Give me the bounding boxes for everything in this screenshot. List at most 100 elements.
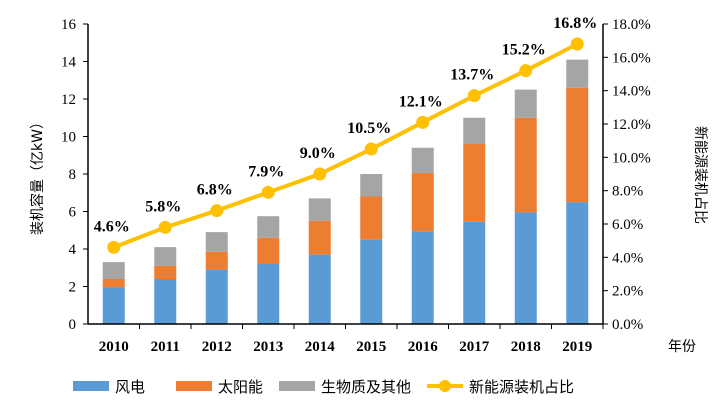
x-tick-label: 2013 xyxy=(253,339,283,355)
legend-swatch xyxy=(176,381,212,391)
bar-2018-2 xyxy=(514,89,537,118)
bar-2018-0 xyxy=(514,212,537,324)
x-tick-label: 2014 xyxy=(305,339,336,355)
y-tick-label: 10 xyxy=(61,130,76,146)
line-point-2012 xyxy=(210,204,224,218)
line-point-2010 xyxy=(107,240,121,254)
legend-swatch xyxy=(73,381,109,391)
x-axis-label: 年份 xyxy=(668,339,696,355)
line-point-2019 xyxy=(570,37,584,51)
bar-2018-1 xyxy=(514,117,537,213)
y-right-tick-label: 6.0% xyxy=(612,217,643,233)
x-tick-label: 2012 xyxy=(202,339,232,355)
bar-2017-2 xyxy=(463,117,486,144)
line-point-2011 xyxy=(158,220,172,234)
y-tick-label: 0 xyxy=(69,317,77,333)
legend-item-2: 生物质及其他 xyxy=(279,378,411,396)
y-right-tick-label: 16.0% xyxy=(612,50,651,66)
bar-2011-0 xyxy=(154,279,177,324)
x-tick-label: 2015 xyxy=(356,339,386,355)
y-right-tick-label: 4.0% xyxy=(612,250,643,266)
data-label: 15.2% xyxy=(502,42,546,59)
legend-item-0: 风电 xyxy=(73,378,145,396)
line-point-2013 xyxy=(261,185,275,199)
y-tick-label: 4 xyxy=(69,242,77,258)
data-label: 10.5% xyxy=(347,120,391,137)
x-tick-label: 2011 xyxy=(151,339,180,355)
bar-2010-2 xyxy=(102,262,125,279)
data-label: 13.7% xyxy=(450,67,494,84)
x-tick-label: 2017 xyxy=(459,339,490,355)
bar-2016-2 xyxy=(411,147,434,174)
y-axis-right-label: 新能源装机占比 xyxy=(692,126,708,224)
bar-2017-1 xyxy=(463,144,486,222)
line-series: 4.6% 5.8% 6.8% 7.9% 9.0% 10.5% 12.1% 13.7% 15.2%… xyxy=(94,15,597,254)
bar-2019-1 xyxy=(566,87,589,203)
bar-2013-1 xyxy=(257,237,280,264)
legend: 风电 太阳能 生物质及其他 新能源装机占比 xyxy=(73,378,574,396)
data-label: 16.8% xyxy=(553,15,597,32)
legend-label: 新能源装机占比 xyxy=(469,378,574,396)
bar-2013-2 xyxy=(257,216,280,238)
y-right-tick-label: 18.0% xyxy=(612,17,651,33)
legend-item-1: 太阳能 xyxy=(176,378,263,396)
bars xyxy=(102,59,589,324)
bar-2012-2 xyxy=(205,232,228,252)
data-label: 5.8% xyxy=(145,198,181,215)
x-tick-label: 2010 xyxy=(99,339,129,355)
bar-2017-0 xyxy=(463,221,486,324)
data-label: 12.1% xyxy=(399,93,443,110)
y-right-tick-label: 8.0% xyxy=(612,184,643,200)
line-point-2016 xyxy=(416,115,430,129)
y-tick-label: 2 xyxy=(69,280,77,296)
x-tick-label: 2018 xyxy=(511,339,541,355)
bar-2010-1 xyxy=(102,279,125,288)
x-tick-label: 2016 xyxy=(408,339,439,355)
bar-2015-0 xyxy=(360,239,383,324)
legend-swatch-marker xyxy=(439,380,451,392)
line-path xyxy=(113,42,579,250)
legend-label: 风电 xyxy=(115,378,145,396)
bar-2019-2 xyxy=(566,59,589,88)
bar-2019-0 xyxy=(566,202,589,324)
y-right-tick-label: 12.0% xyxy=(612,117,651,133)
bar-2010-0 xyxy=(102,287,125,324)
bar-2016-1 xyxy=(411,173,434,232)
y-right-tick-label: 2.0% xyxy=(612,284,643,300)
line-point-2014 xyxy=(313,167,327,181)
y-tick-label: 14 xyxy=(61,55,77,71)
y-right-tick-label: 10.0% xyxy=(612,150,651,166)
line-point-2017 xyxy=(467,89,481,103)
line-point-2018 xyxy=(519,64,533,78)
bar-2014-2 xyxy=(308,198,331,221)
data-label: 9.0% xyxy=(300,145,336,162)
legend-swatch xyxy=(279,381,315,391)
bar-2012-1 xyxy=(205,251,228,270)
y-right-tick-label: 0.0% xyxy=(612,317,643,333)
bar-2012-0 xyxy=(205,269,228,324)
legend-label: 生物质及其他 xyxy=(321,378,411,396)
line-point-2015 xyxy=(364,142,378,156)
legend-item-3: 新能源装机占比 xyxy=(427,378,574,396)
data-label: 7.9% xyxy=(248,163,284,180)
bar-2011-1 xyxy=(154,265,177,279)
y-tick-label: 6 xyxy=(69,205,77,221)
x-tick-label: 2019 xyxy=(562,339,592,355)
bar-2016-0 xyxy=(411,231,434,324)
bar-2015-2 xyxy=(360,174,383,197)
y-tick-label: 8 xyxy=(69,167,77,183)
axes: 0 2 4 6 8 10 12 14 16 0.0% 2.0% 4.0% 6.0% 8.0% 10.0% 12… xyxy=(61,17,651,355)
data-label: 6.8% xyxy=(197,182,233,199)
bar-2015-1 xyxy=(360,196,383,240)
y-axis-label: 装机容量（亿kW） xyxy=(29,115,46,235)
bar-2013-0 xyxy=(257,264,280,324)
y-tick-label: 16 xyxy=(61,17,77,33)
bar-2014-1 xyxy=(308,220,331,255)
data-label: 4.6% xyxy=(94,218,130,235)
legend-label: 太阳能 xyxy=(218,378,263,396)
y-right-tick-label: 14.0% xyxy=(612,84,651,100)
bar-2014-0 xyxy=(308,254,331,324)
y-tick-label: 12 xyxy=(61,92,76,108)
bar-2011-2 xyxy=(154,247,177,266)
